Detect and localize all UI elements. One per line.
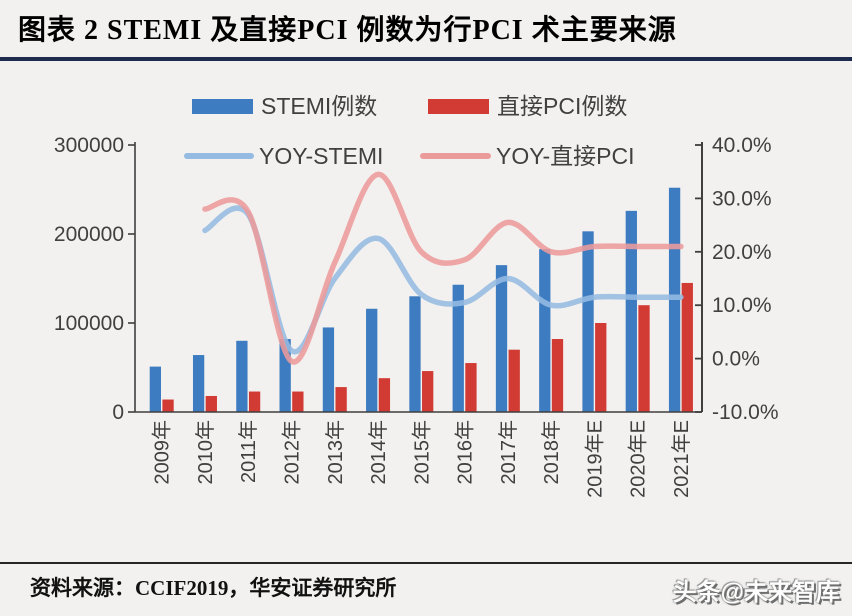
legend-label-yoy-pci: YOY-直接PCI — [496, 143, 634, 169]
legend-swatch-stemi — [192, 99, 253, 114]
left-axis-tick-label: 300000 — [54, 134, 124, 157]
x-axis-label: 2016年 — [454, 420, 477, 485]
bar-pci-2014年 — [378, 378, 391, 412]
bar-pci-2020年E — [638, 305, 650, 412]
right-axis-tick-label: 0.0% — [712, 348, 760, 371]
x-axis-label: 2017年 — [497, 420, 520, 485]
right-axis-tick-label: 20.0% — [712, 241, 772, 264]
chart-legend: STEMI例数 直接PCI例数 YOY-STEMI YOY-直接PCI — [184, 93, 634, 169]
line-yoy-pci — [202, 171, 684, 365]
bar-pci-2012年 — [292, 391, 304, 412]
bar-stemi-2013年 — [322, 327, 335, 412]
bar-stemi-2012年 — [279, 339, 291, 412]
right-axis-tick-label: 30.0% — [712, 187, 772, 210]
bar-stemi-2011年 — [236, 340, 248, 412]
x-axis-label: 2010年 — [194, 420, 217, 485]
legend-label-yoy-stemi: YOY-STEMI — [259, 143, 383, 169]
figure-title: 图表 2 STEMI 及直接PCI 例数为行PCI 术主要来源 — [18, 15, 677, 46]
x-axis-label: 2009年 — [151, 420, 174, 485]
x-axis-label: 2021年E — [670, 420, 693, 498]
bar-pci-2019年E — [595, 323, 607, 412]
plot-area: 300000 200000 100000 0 40.0% 30.0% 20.0% 10.0% 0… — [54, 134, 779, 498]
right-axis-tick-label: 10.0% — [712, 294, 772, 317]
right-axis-tick-label: -10.0% — [712, 401, 779, 424]
bar-pci-2015年 — [422, 371, 434, 412]
left-axis-tick-label: 0 — [112, 401, 124, 424]
bar-pci-2013年 — [335, 387, 347, 412]
bar-stemi-2017年 — [495, 265, 508, 412]
x-axis-label: 2018年 — [540, 420, 563, 485]
bar-stemi-2010年 — [192, 355, 205, 412]
bar-stemi-2020年E — [625, 210, 637, 412]
bar-pci-2010年 — [205, 395, 217, 412]
footer-rule — [0, 562, 852, 564]
watermark-text: 头条@未来智库 — [672, 579, 840, 606]
title-underline — [0, 57, 852, 61]
bar-stemi-2009年 — [149, 366, 161, 412]
right-axis-tick-label: 40.0% — [712, 134, 772, 157]
bar-pci-2016年 — [465, 363, 477, 412]
chart-canvas: STEMI例数 直接PCI例数 YOY-STEMI YOY-直接PCI 3000… — [54, 93, 779, 498]
legend-label-pci: 直接PCI例数 — [497, 93, 627, 119]
x-axis-label: 2020年E — [627, 420, 650, 498]
left-axis-tick-label: 200000 — [54, 223, 124, 246]
source-text: 资料来源：CCIF2019，华安证券研究所 — [30, 576, 397, 600]
x-axis-label: 2015年 — [410, 420, 433, 485]
left-axis-tick-label: 100000 — [54, 312, 124, 335]
bar-stemi-2016年 — [452, 284, 464, 412]
x-axis-label: 2011年 — [237, 420, 260, 483]
bar-stemi-2019年E — [582, 231, 594, 412]
bar-pci-2018年 — [551, 339, 564, 412]
bar-stemi-2018年 — [539, 249, 551, 412]
bar-stemi-2015年 — [409, 296, 421, 412]
x-axis-label: 2013年 — [324, 420, 347, 485]
x-axis-label: 2019年E — [583, 420, 606, 498]
bar-pci-2009年 — [162, 399, 174, 412]
x-axis-label: 2012年 — [281, 420, 304, 485]
bar-stemi-2014年 — [366, 308, 378, 412]
bar-pci-2011年 — [248, 391, 261, 412]
legend-swatch-pci — [428, 99, 489, 114]
legend-label-stemi: STEMI例数 — [261, 93, 377, 119]
x-axis-label: 2014年 — [367, 420, 390, 485]
bar-pci-2017年 — [508, 349, 520, 412]
bar-pci-2021年E — [681, 282, 693, 412]
